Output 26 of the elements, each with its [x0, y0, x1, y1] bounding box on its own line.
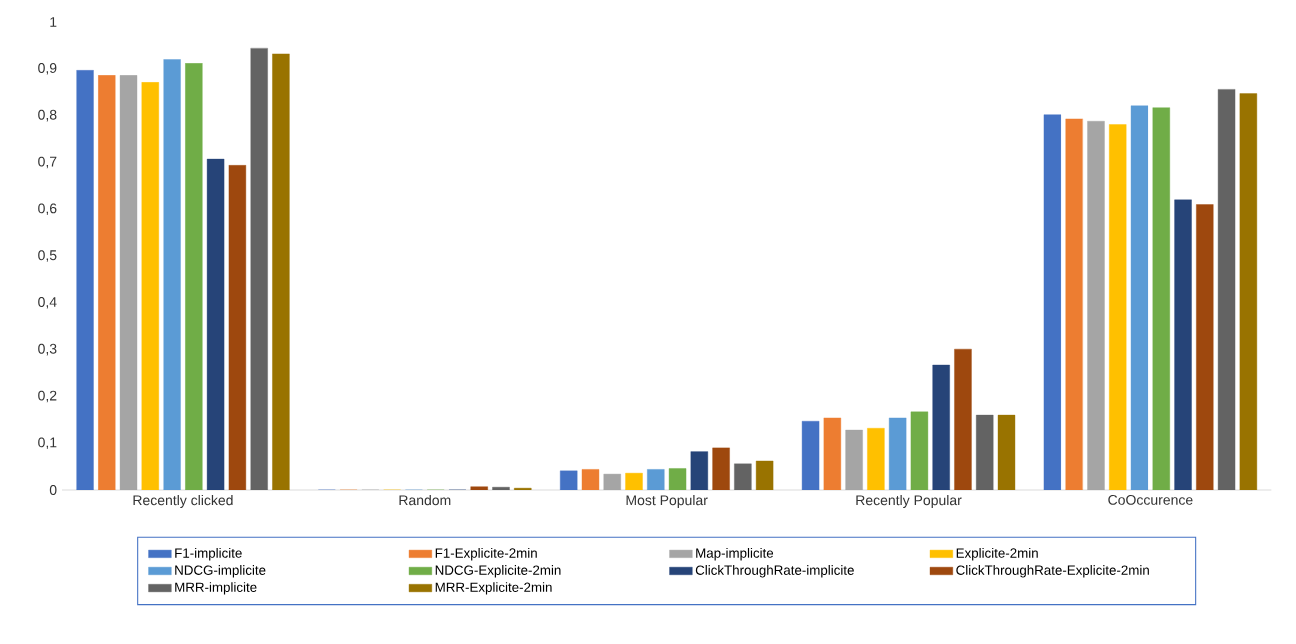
legend-label: F1-implicite — [175, 548, 242, 561]
legend-label: NDCG-implicite — [175, 565, 266, 578]
legend-label: Explicite-2min — [956, 548, 1038, 561]
legend-label: ClickThroughRate-Explicite-2min — [956, 565, 1149, 578]
y-tick-label: 0,3 — [38, 343, 57, 356]
y-tick-label: 0,2 — [38, 390, 57, 403]
legend-label: ClickThroughRate-implicite — [695, 565, 854, 578]
legend-label: Map-implicite — [696, 548, 774, 561]
y-tick-label: 0,7 — [38, 156, 57, 169]
y-tick-label: 1 — [50, 17, 57, 27]
y-tick-label: 0 — [49, 485, 57, 495]
x-tick-label: Recently clicked — [133, 494, 233, 508]
y-tick-label: 0,5 — [38, 250, 57, 262]
x-tick-label: CoOccurence — [1108, 494, 1193, 505]
legend-label: MRR-Explicite-2min — [435, 582, 552, 595]
y-tick-label: 0,9 — [38, 63, 57, 75]
x-tick-label: Most Popular — [626, 494, 708, 508]
y-tick-label: 0,4 — [38, 297, 57, 309]
legend-label: NDCG-Explicite-2min — [435, 565, 561, 578]
legend-label: MRR-implicite — [175, 582, 257, 595]
x-tick-label: Recently Popular — [856, 494, 962, 508]
y-tick-label: 0,1 — [38, 437, 57, 449]
y-tick-label: 0,6 — [38, 203, 57, 215]
x-tick-label: Random — [399, 494, 451, 506]
y-tick-label: 0,8 — [38, 109, 57, 122]
legend-label: F1-Explicite-2min — [435, 548, 537, 561]
